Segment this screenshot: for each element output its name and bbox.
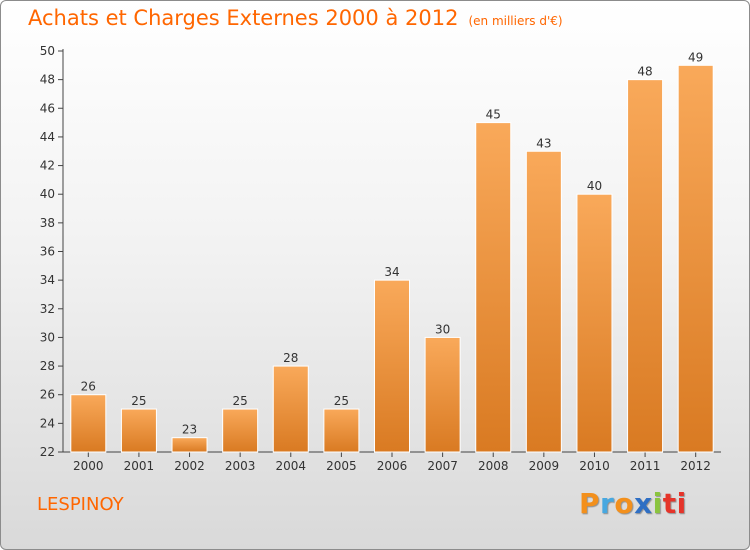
bar <box>374 279 410 453</box>
x-tick-label: 2012 <box>680 459 711 473</box>
x-tick-label: 2008 <box>478 459 509 473</box>
x-tick-label: 2000 <box>73 459 104 473</box>
bar-value-label: 40 <box>587 179 602 193</box>
title-text: Achats et Charges Externes 2000 à 2012 <box>28 6 459 30</box>
chart-title: Achats et Charges Externes 2000 à 2012 (e… <box>28 6 563 30</box>
title-unit: (en milliers d'€) <box>468 14 563 28</box>
bar <box>627 79 664 453</box>
y-tick-label: 22 <box>40 445 55 459</box>
bar <box>323 408 360 453</box>
x-tick-label: 2006 <box>377 459 408 473</box>
bar <box>120 408 157 453</box>
bar <box>171 437 208 453</box>
y-tick-label: 40 <box>40 187 55 201</box>
x-tick-label: 2005 <box>326 459 357 473</box>
logo-letter: ti <box>662 487 687 520</box>
x-tick-label: 2001 <box>124 459 155 473</box>
x-tick-label: 2010 <box>579 459 610 473</box>
bar <box>272 365 309 453</box>
y-tick-label: 32 <box>40 302 55 316</box>
logo-letter: r <box>600 487 615 520</box>
y-tick-label: 30 <box>40 330 55 344</box>
chart-bars <box>70 64 714 453</box>
y-tick-label: 44 <box>40 130 55 144</box>
bar-value-label: 26 <box>81 380 96 394</box>
x-tick-label: 2011 <box>630 459 661 473</box>
y-tick-label: 24 <box>40 416 55 430</box>
bar-value-label: 43 <box>536 136 551 150</box>
commune-name: LESPINOY <box>37 494 124 515</box>
logo-letter: P <box>579 487 601 520</box>
y-tick-label: 26 <box>40 388 55 402</box>
bar <box>525 150 562 453</box>
logo-letter: i <box>652 487 663 520</box>
bar-value-label: 25 <box>131 394 146 408</box>
y-tick-label: 46 <box>40 101 55 115</box>
bar-value-label: 34 <box>384 265 399 279</box>
bar <box>424 336 461 453</box>
logo-letter: o <box>614 487 635 520</box>
bar <box>222 408 259 453</box>
y-tick-label: 48 <box>40 73 55 87</box>
bar-value-label: 49 <box>688 50 703 64</box>
bar-value-label: 45 <box>486 108 501 122</box>
proxiti-logo: Proxiti <box>579 487 687 520</box>
bar <box>70 394 107 453</box>
chart-labels: 26 25 23 25 28 25 34 30 45 43 40 48 49 <box>81 50 704 436</box>
y-tick-label: 34 <box>40 273 55 287</box>
y-tick-label: 38 <box>40 216 55 230</box>
bar-value-label: 48 <box>637 65 652 79</box>
bar-value-label: 30 <box>435 322 450 336</box>
bar-value-label: 23 <box>182 423 197 437</box>
x-tick-label: 2009 <box>529 459 560 473</box>
x-tick-label: 2007 <box>427 459 458 473</box>
bar-value-label: 28 <box>283 351 298 365</box>
y-tick-label: 36 <box>40 245 55 259</box>
bar-value-label: 25 <box>334 394 349 408</box>
y-tick-label: 50 <box>40 44 55 58</box>
x-tick-label: 2003 <box>225 459 256 473</box>
chart-axes: 22 24 26 28 30 32 34 36 38 40 42 44 46 48 50 2000 2001 20… <box>40 44 721 473</box>
y-tick-label: 28 <box>40 359 55 373</box>
x-tick-label: 2002 <box>174 459 205 473</box>
bar-value-label: 25 <box>233 394 248 408</box>
logo-letter: x <box>634 487 653 520</box>
bar <box>677 64 714 453</box>
x-tick-label: 2004 <box>275 459 306 473</box>
y-tick-label: 42 <box>40 159 55 173</box>
bar <box>576 193 613 453</box>
bar <box>475 122 512 453</box>
